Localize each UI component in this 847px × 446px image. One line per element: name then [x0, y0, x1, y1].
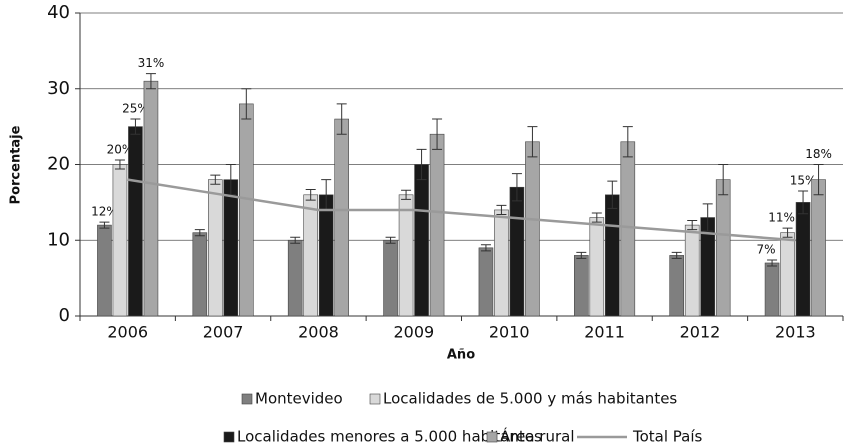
error-bar — [798, 190, 809, 215]
legend-label: Montevideo — [255, 390, 343, 408]
data-label: 15% — [790, 174, 817, 188]
bar — [383, 239, 398, 317]
error-bar — [401, 189, 412, 200]
bar — [128, 126, 143, 317]
bar — [494, 209, 509, 317]
x-tick-label: 2007 — [203, 323, 244, 342]
data-label: 20% — [107, 142, 134, 156]
error-bar — [496, 204, 507, 215]
legend-swatch — [369, 393, 381, 405]
error-bar — [671, 251, 682, 259]
y-axis-label: Porcentaje — [9, 125, 24, 204]
error-bar — [813, 164, 824, 196]
error-bar — [767, 259, 778, 267]
bar — [811, 179, 826, 317]
bar — [715, 179, 731, 317]
bar — [112, 164, 128, 317]
error-bar — [241, 88, 252, 120]
bar — [429, 133, 445, 317]
bar — [239, 103, 254, 317]
error-bar — [480, 244, 491, 252]
x-axis-label: Año — [447, 348, 475, 363]
error-bar — [782, 227, 793, 238]
bar — [318, 194, 334, 317]
bar — [398, 194, 414, 317]
error-bar — [114, 159, 125, 170]
y-tick-label: 30 — [47, 78, 70, 99]
error-bar — [607, 180, 618, 209]
error-bar — [622, 126, 633, 158]
bar — [764, 262, 780, 317]
legend-label: Localidades menores a 5.000 habitantes — [237, 428, 542, 446]
x-tick-label: 2008 — [298, 323, 339, 342]
error-bar — [511, 173, 522, 202]
x-tick-label: 2006 — [107, 323, 148, 342]
x-tick-label: 2011 — [584, 323, 625, 342]
error-bar — [194, 229, 205, 237]
legend-swatch — [241, 393, 253, 405]
bar — [525, 141, 540, 317]
legend-label: Área rural — [500, 427, 575, 446]
legend-swatch — [223, 431, 235, 443]
y-tick-label: 20 — [47, 154, 70, 175]
bar — [414, 164, 429, 317]
data-label: 31% — [138, 56, 165, 70]
bar — [780, 232, 795, 317]
bar — [684, 224, 700, 317]
y-tick-label: 10 — [47, 229, 70, 250]
error-bar — [336, 103, 347, 135]
bar — [143, 80, 159, 317]
error-bar — [385, 236, 396, 244]
legend-swatch — [486, 431, 498, 443]
x-tick-label: 2013 — [775, 323, 816, 342]
y-tick-label: 0 — [59, 305, 70, 326]
error-bar — [432, 118, 443, 150]
error-bar — [687, 220, 698, 231]
bar — [509, 186, 525, 317]
legend-label: Total País — [632, 428, 703, 446]
data-label: 25% — [122, 102, 149, 116]
bar — [303, 194, 318, 317]
error-bar — [99, 221, 110, 229]
data-label: 11% — [768, 211, 795, 225]
error-bar — [305, 188, 316, 201]
bar — [192, 232, 208, 317]
bar — [223, 179, 239, 317]
bar — [478, 247, 494, 317]
x-tick-label: 2009 — [393, 323, 434, 342]
line — [127, 178, 796, 242]
error-bar — [527, 126, 538, 158]
bar — [620, 141, 636, 317]
bar — [669, 255, 684, 317]
bar — [795, 202, 811, 317]
legend-label: Localidades de 5.000 y más habitantes — [383, 390, 677, 408]
bar — [605, 194, 620, 317]
bar — [589, 217, 605, 317]
error-bar — [130, 118, 141, 135]
error-bar — [702, 203, 713, 232]
data-label: 18% — [805, 147, 832, 161]
error-bar — [290, 236, 301, 244]
data-label: 12% — [91, 205, 118, 219]
error-bar — [145, 73, 156, 90]
bar — [574, 255, 589, 317]
error-bar — [576, 251, 587, 259]
bar — [208, 179, 223, 317]
x-tick-label: 2012 — [680, 323, 721, 342]
bar — [287, 239, 303, 317]
bar — [97, 224, 112, 317]
x-tick-label: 2010 — [489, 323, 530, 342]
error-bar — [416, 148, 427, 181]
data-label: 7% — [757, 242, 776, 256]
y-tick-label: 40 — [47, 2, 70, 23]
bar — [334, 118, 349, 317]
error-bar — [718, 164, 729, 196]
error-bar — [210, 174, 221, 185]
error-bar — [591, 212, 602, 223]
